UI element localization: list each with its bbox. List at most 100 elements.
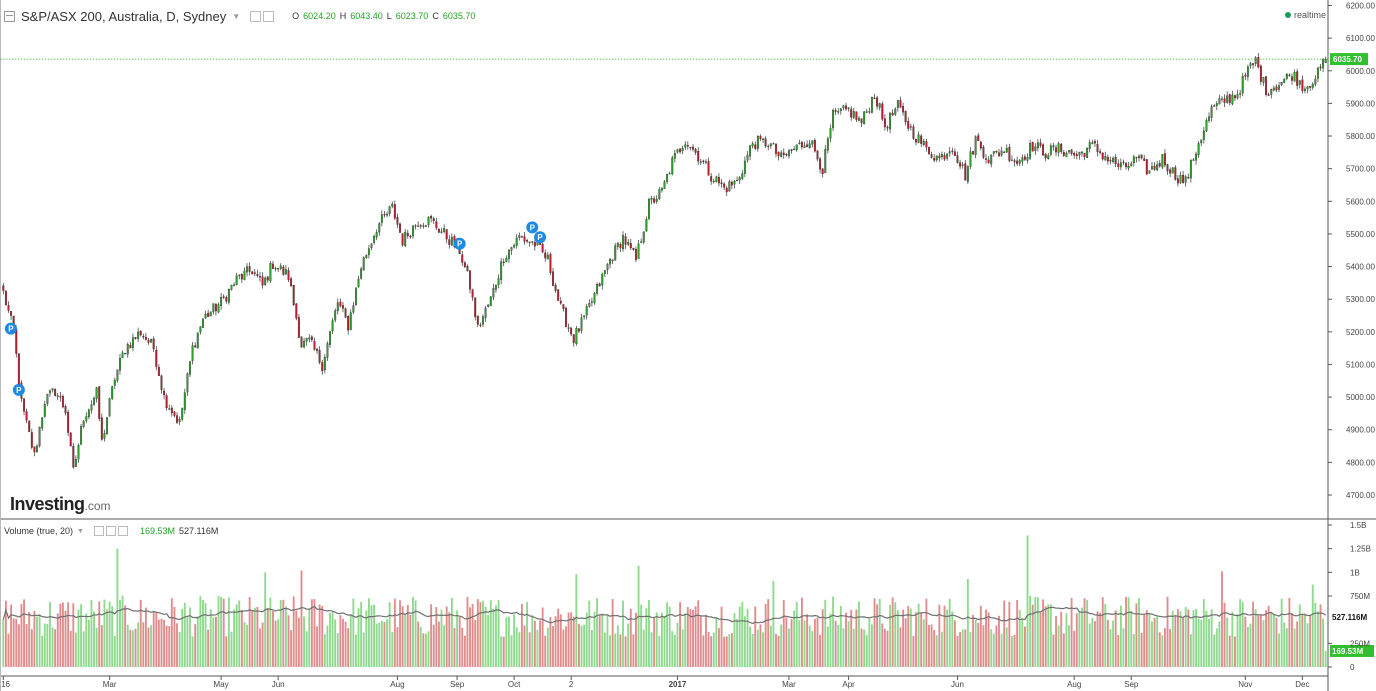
- candle-body: [842, 105, 845, 109]
- volume-bar: [137, 622, 140, 667]
- candle-body: [987, 159, 990, 163]
- volume-bar: [344, 621, 347, 667]
- volume-bar: [476, 599, 479, 667]
- volume-bar: [419, 626, 422, 667]
- candle-body: [401, 233, 404, 246]
- volume-bar: [686, 607, 689, 667]
- volume-bar: [572, 616, 575, 667]
- volume-bar: [243, 622, 246, 667]
- candle-body: [163, 390, 166, 396]
- candle-body: [733, 181, 736, 185]
- volume-bar: [1322, 618, 1325, 667]
- candle-body: [891, 112, 894, 116]
- volume-bar: [310, 599, 313, 667]
- candle-body: [590, 301, 593, 303]
- candle-body: [972, 151, 975, 155]
- candle-body: [710, 176, 713, 182]
- volume-bar: [622, 600, 624, 667]
- candle-body: [730, 182, 733, 186]
- event-marker-icon[interactable]: [12, 383, 25, 396]
- candle-body: [404, 231, 407, 246]
- collapse-icon[interactable]: [4, 10, 15, 22]
- candle-body: [10, 311, 13, 316]
- volume-bar: [979, 605, 982, 667]
- candle-body: [1145, 159, 1148, 175]
- candle-body: [406, 232, 409, 237]
- volume-bar: [59, 603, 62, 667]
- event-marker-icon[interactable]: [526, 221, 539, 234]
- volume-bar: [738, 606, 741, 667]
- volume-bar: [948, 598, 951, 667]
- volume-bar: [795, 602, 798, 667]
- candle-body: [575, 328, 578, 345]
- volume-bar: [191, 636, 194, 667]
- volume-bar: [1285, 628, 1288, 667]
- candle-body: [705, 161, 707, 163]
- hide-icon[interactable]: [263, 10, 275, 22]
- last-price-badge: [1330, 53, 1368, 66]
- candle-body: [1060, 143, 1063, 152]
- volume-bar: [77, 609, 80, 667]
- candle-body: [507, 250, 510, 260]
- price-axis-label: 4800.00: [1346, 458, 1375, 467]
- event-marker-icon[interactable]: [453, 237, 466, 250]
- volume-bar: [427, 631, 430, 667]
- candle-body: [743, 160, 746, 174]
- price-axis-label: 5100.00: [1346, 360, 1375, 369]
- volume-bar: [676, 622, 679, 667]
- candle-body: [992, 151, 995, 154]
- volume-settings-icon[interactable]: [93, 526, 104, 536]
- candle-body: [176, 415, 178, 423]
- candle-body: [1239, 93, 1242, 95]
- candle-body: [858, 118, 860, 121]
- volume-bar: [1042, 599, 1045, 667]
- volume-chevron-down-icon[interactable]: ▼: [77, 527, 84, 535]
- event-marker-icon[interactable]: [4, 322, 17, 335]
- candle-body: [502, 261, 505, 264]
- candle-body: [619, 244, 622, 249]
- volume-bar: [1031, 604, 1034, 667]
- candle-body: [142, 336, 145, 338]
- candle-body: [59, 396, 62, 398]
- candle-body: [137, 331, 140, 339]
- candle-body: [414, 225, 417, 227]
- candle-body: [928, 146, 930, 155]
- candle-body: [640, 241, 643, 243]
- volume-bar: [1109, 629, 1112, 667]
- candle-body: [342, 305, 344, 309]
- volume-bar: [334, 619, 337, 667]
- volume-bar: [20, 604, 23, 667]
- candle-body: [424, 225, 427, 227]
- volume-bar: [217, 596, 220, 667]
- volume-bar: [868, 617, 871, 667]
- event-marker-icon[interactable]: [534, 231, 547, 244]
- volume-bar: [741, 601, 744, 667]
- candle-body: [17, 353, 20, 385]
- volume-bar: [292, 596, 295, 667]
- volume-bar: [1044, 606, 1047, 667]
- candle-body: [806, 144, 809, 147]
- volume-bar: [365, 610, 368, 667]
- volume-bar: [49, 601, 51, 667]
- volume-bar: [749, 626, 752, 667]
- volume-hide-icon[interactable]: [105, 526, 116, 536]
- volume-bar: [1138, 598, 1140, 667]
- volume-bar: [1086, 600, 1089, 667]
- candle-body: [1241, 76, 1244, 94]
- chevron-down-icon[interactable]: ▼: [232, 11, 241, 21]
- candle-body: [728, 181, 731, 192]
- candle-body: [930, 154, 933, 158]
- candle-body: [178, 419, 181, 422]
- volume-bar: [518, 632, 521, 667]
- volume-bar: [290, 630, 293, 667]
- candle-body: [572, 334, 575, 343]
- volume-bar: [155, 612, 158, 667]
- candle-body: [344, 308, 347, 318]
- candle-body: [422, 225, 425, 227]
- volume-close-icon[interactable]: [117, 526, 128, 536]
- volume-bar: [1176, 609, 1179, 667]
- candle-body: [1265, 76, 1268, 95]
- volume-bar: [100, 625, 103, 667]
- settings-icon[interactable]: [250, 10, 262, 22]
